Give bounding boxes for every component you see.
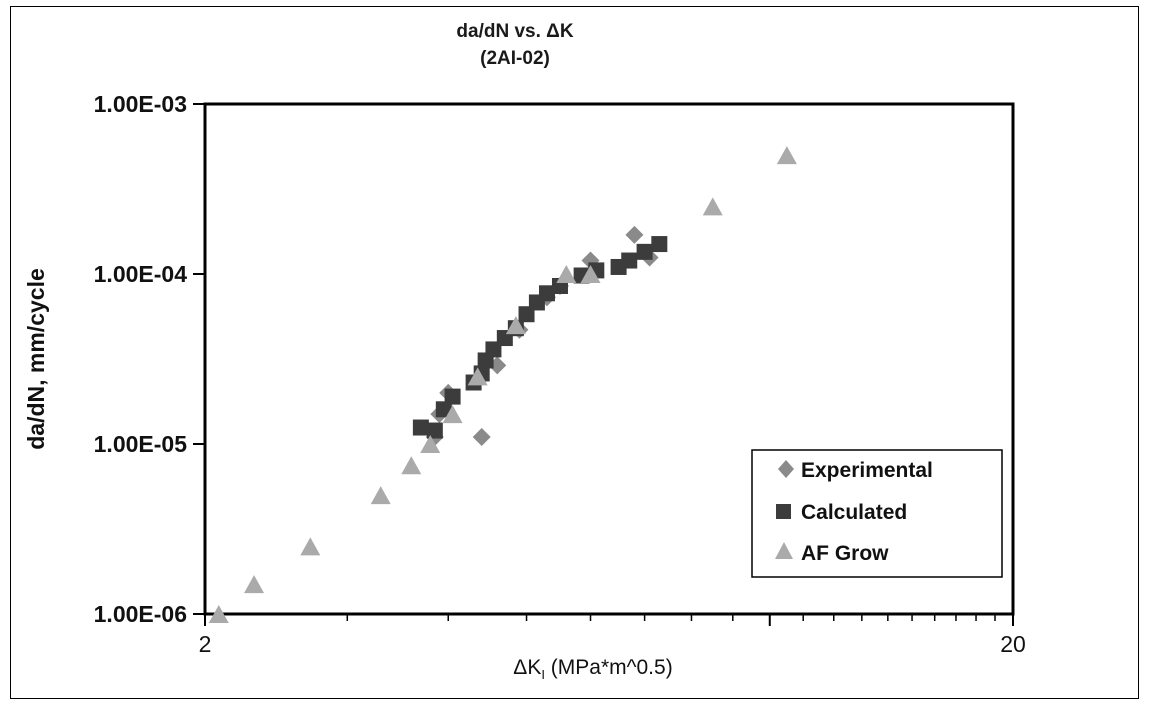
calculated-point [426,422,443,439]
legend-marker-calculated [776,504,791,519]
calculated-point [412,419,429,436]
legend: Experimental Calculated AF Grow [751,449,1003,578]
x-tick-label: 20 [1000,631,1026,657]
legend-item-experimental: Experimental [778,459,933,482]
x-axis-label-unit: (MPa*m^0.5) [545,656,673,679]
af-grow-point [776,146,797,165]
chart-title: da/dN vs. ΔK [456,21,573,42]
af-grow-point [401,456,422,475]
legend-label-calculated: Calculated [801,501,907,524]
af-grow-point [300,537,321,556]
chart-frame: da/dN vs. ΔK (2AI-02) 1.00E-06 1.00E-05 1.… [10,6,1139,699]
series-af-grow [208,146,797,623]
calculated-point [435,401,452,418]
af-grow-point [244,575,265,594]
y-axis-label: da/dN, mm/cycle [23,268,49,450]
x-axis-label: ΔKI (MPa*m^0.5) [513,656,672,682]
data-points [208,146,797,623]
legend-label-af-grow: AF Grow [801,542,889,565]
chart-subtitle: (2AI-02) [480,48,550,69]
legend-label-experimental: Experimental [801,459,933,482]
calculated-point [444,388,461,405]
legend-item-af-grow: AF Grow [775,542,889,565]
af-grow-point [505,316,526,335]
legend-box [751,449,1003,578]
y-axis: 1.00E-06 1.00E-05 1.00E-04 1.00E-03 [94,91,205,627]
af-grow-point [208,605,229,623]
calculated-point [651,236,668,253]
af-grow-point [556,265,577,283]
legend-marker-af-grow [775,542,793,559]
legend-item-calculated: Calculated [776,501,907,524]
legend-marker-experimental [778,460,794,478]
x-axis-label-subscript: I [541,667,545,682]
x-tick-label: 2 [199,631,212,657]
experimental-point [625,225,644,244]
af-grow-point [420,435,441,453]
experimental-point [472,427,491,446]
chart-svg: da/dN vs. ΔK (2AI-02) 1.00E-061.00E-051.… [23,21,1026,682]
af-grow-point [442,405,463,424]
af-grow-point [467,367,488,386]
y-tick-label: 1.00E-03 [94,91,187,117]
af-grow-point [370,486,391,505]
y-tick-label: 1.00E-04 [94,261,188,287]
calculated-point [636,243,653,260]
plot-area [203,102,1015,616]
calculated-point [538,285,555,302]
calculated-point [621,252,638,269]
y-tick-label: 1.00E-06 [94,601,187,627]
x-axis: 2 20 [199,614,1026,657]
af-grow-point [580,265,601,283]
y-tick-label: 1.00E-05 [94,431,188,457]
series-calculated [412,236,668,439]
af-grow-point [702,197,723,216]
